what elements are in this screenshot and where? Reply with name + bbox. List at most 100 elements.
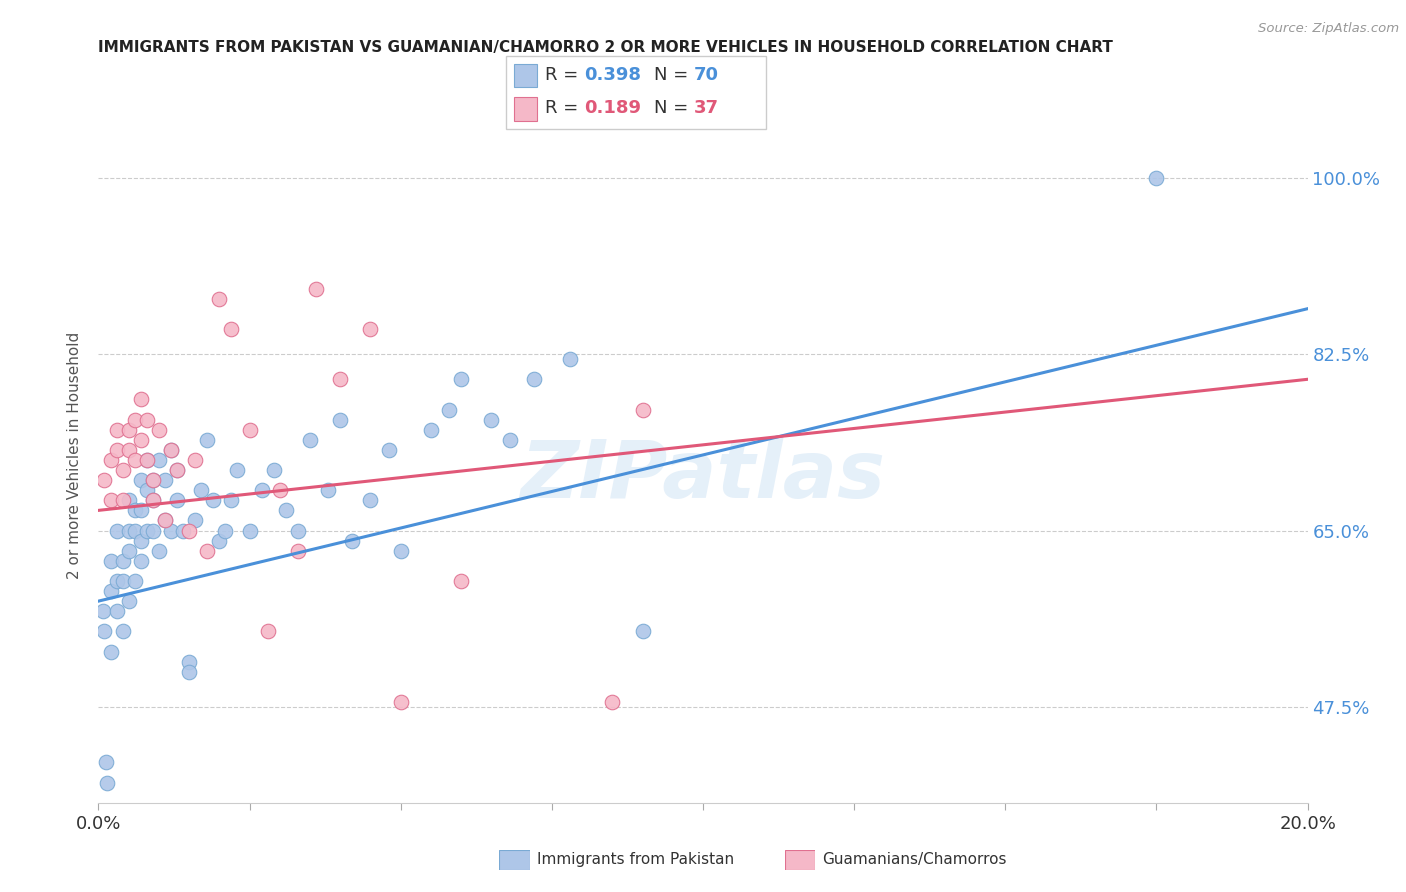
Point xyxy=(342,533,364,548)
Point xyxy=(631,402,654,417)
Point xyxy=(111,624,134,639)
Point xyxy=(91,604,114,618)
Point xyxy=(93,473,115,487)
Point xyxy=(166,463,188,477)
Point xyxy=(124,503,146,517)
Point xyxy=(129,554,152,568)
Point xyxy=(105,442,128,457)
Point xyxy=(160,524,183,538)
Text: Source: ZipAtlas.com: Source: ZipAtlas.com xyxy=(1258,22,1399,36)
Point xyxy=(208,533,231,548)
Text: R =: R = xyxy=(546,66,583,84)
Point xyxy=(202,493,225,508)
Point xyxy=(226,463,249,477)
Point xyxy=(166,463,188,477)
Point xyxy=(299,433,322,447)
Point xyxy=(481,412,503,426)
Point xyxy=(111,493,134,508)
Point xyxy=(100,584,122,599)
Point xyxy=(316,483,339,498)
Point xyxy=(287,543,309,558)
Point xyxy=(96,775,118,789)
Point xyxy=(124,574,146,588)
Point xyxy=(263,463,285,477)
Point xyxy=(239,524,262,538)
Point xyxy=(239,423,262,437)
Point xyxy=(129,392,152,407)
Point xyxy=(129,433,152,447)
Point xyxy=(124,524,146,538)
Point xyxy=(94,756,117,770)
Point xyxy=(166,493,188,508)
Point xyxy=(153,513,176,527)
Point xyxy=(111,463,134,477)
Point xyxy=(523,372,546,386)
Point xyxy=(118,594,141,608)
Point xyxy=(148,453,170,467)
Point xyxy=(287,524,309,538)
Point xyxy=(360,322,382,336)
Point xyxy=(129,533,152,548)
Point xyxy=(269,483,291,498)
Point xyxy=(195,543,218,558)
Point xyxy=(179,655,201,669)
Point xyxy=(602,695,624,709)
Point xyxy=(329,372,352,386)
Point xyxy=(100,554,122,568)
Point xyxy=(142,473,165,487)
Point xyxy=(148,423,170,437)
Point xyxy=(100,453,122,467)
Point xyxy=(111,574,134,588)
Point xyxy=(135,412,157,426)
Point xyxy=(105,423,128,437)
Point xyxy=(214,524,236,538)
Point xyxy=(179,524,201,538)
Point xyxy=(558,352,581,367)
Point xyxy=(420,423,443,437)
Point xyxy=(135,483,157,498)
Point xyxy=(135,453,157,467)
Point xyxy=(142,473,165,487)
Point xyxy=(195,433,218,447)
Text: Immigrants from Pakistan: Immigrants from Pakistan xyxy=(537,853,734,867)
Point xyxy=(221,322,243,336)
Point xyxy=(179,665,201,679)
Point xyxy=(256,624,278,639)
Point xyxy=(329,412,352,426)
Point xyxy=(160,442,183,457)
Bar xyxy=(515,97,537,120)
Point xyxy=(124,453,146,467)
FancyBboxPatch shape xyxy=(506,56,766,129)
Point xyxy=(437,402,460,417)
Point xyxy=(631,624,654,639)
Point xyxy=(172,524,194,538)
Text: Guamanians/Chamorros: Guamanians/Chamorros xyxy=(823,853,1007,867)
Point xyxy=(184,453,207,467)
Point xyxy=(142,493,165,508)
Point xyxy=(450,372,472,386)
Point xyxy=(250,483,273,498)
Y-axis label: 2 or more Vehicles in Household: 2 or more Vehicles in Household xyxy=(67,331,83,579)
Point xyxy=(129,503,152,517)
Point xyxy=(118,524,141,538)
Text: N =: N = xyxy=(654,66,695,84)
Point xyxy=(160,442,183,457)
Point xyxy=(389,543,412,558)
Point xyxy=(450,574,472,588)
Text: 0.189: 0.189 xyxy=(585,100,641,118)
Point xyxy=(221,493,243,508)
Point xyxy=(184,513,207,527)
Point xyxy=(100,493,122,508)
Point xyxy=(93,624,115,639)
Point xyxy=(153,513,176,527)
Text: ZIPatlas: ZIPatlas xyxy=(520,437,886,515)
Point xyxy=(105,574,128,588)
Point xyxy=(305,281,328,295)
Point xyxy=(105,524,128,538)
Text: R =: R = xyxy=(546,100,583,118)
Point xyxy=(142,524,165,538)
Point xyxy=(389,695,412,709)
Point xyxy=(377,442,399,457)
Point xyxy=(111,554,134,568)
Point xyxy=(153,473,176,487)
